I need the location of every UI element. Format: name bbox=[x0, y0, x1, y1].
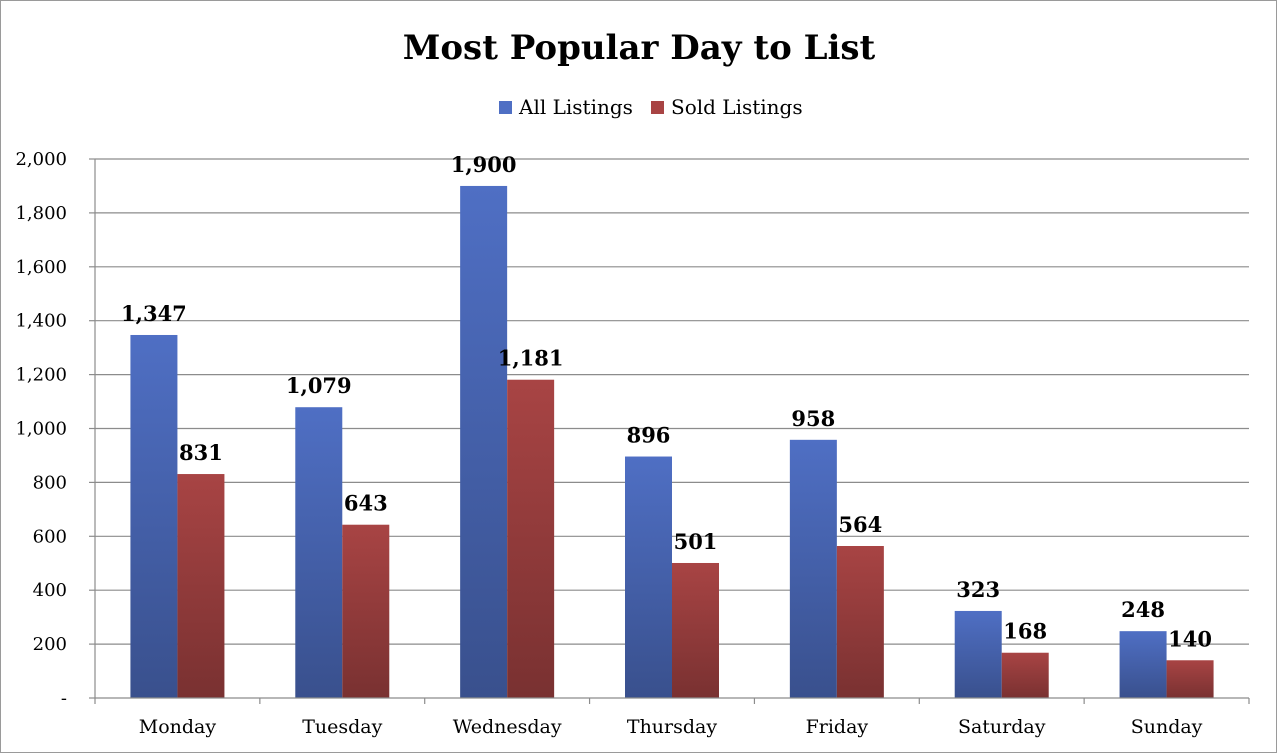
x-tick-label: Wednesday bbox=[453, 716, 562, 738]
all-listings-bar-friday bbox=[789, 439, 837, 698]
all-listings-bar-sunday bbox=[1119, 631, 1167, 698]
x-tick-label: Sunday bbox=[1131, 716, 1203, 738]
y-tick-label: 2,000 bbox=[15, 149, 67, 170]
all-listings-bar-saturday bbox=[954, 610, 1002, 698]
y-tick-label: 800 bbox=[33, 472, 67, 493]
chart-title: Most Popular Day to List bbox=[403, 28, 876, 68]
y-tick-label: 200 bbox=[33, 634, 67, 655]
y-axis: - 200 400 600 800 1,000 1,200 1,400 1,600 1,800 2,… bbox=[15, 149, 96, 709]
sold-listings-bar-monday bbox=[177, 474, 225, 698]
x-tick-label: Monday bbox=[139, 716, 217, 738]
x-tick-label: Saturday bbox=[958, 716, 1046, 738]
data-label: 896 bbox=[627, 423, 671, 448]
data-label: 168 bbox=[1003, 619, 1047, 644]
x-tick-label: Friday bbox=[806, 716, 869, 738]
legend-swatch bbox=[499, 101, 512, 114]
data-label: 831 bbox=[179, 440, 223, 465]
y-tick-label: 1,600 bbox=[15, 257, 67, 278]
x-tick-label: Thursday bbox=[627, 716, 717, 738]
sold-listings-bar-saturday bbox=[1001, 652, 1049, 698]
legend-label: All Listings bbox=[518, 95, 633, 119]
all-listings-bar-tuesday bbox=[295, 407, 343, 698]
sold-listings-bar-sunday bbox=[1166, 660, 1214, 698]
data-label: 248 bbox=[1121, 597, 1165, 622]
sold-listings-bar-wednesday bbox=[507, 379, 555, 698]
sold-listings-bar-tuesday bbox=[342, 524, 390, 698]
data-label: 1,181 bbox=[498, 346, 564, 371]
data-label: 564 bbox=[838, 512, 882, 537]
chart-legend: All Listings Sold Listings bbox=[499, 95, 803, 119]
gridlines bbox=[95, 158, 1249, 645]
all-listings-bar-wednesday bbox=[460, 185, 508, 698]
legend-swatch bbox=[651, 101, 664, 114]
y-tick-label: 400 bbox=[33, 580, 67, 601]
x-axis: Monday Tuesday Wednesday Thursday Friday Satu… bbox=[94, 697, 1250, 738]
data-label: 501 bbox=[674, 529, 718, 554]
y-tick-label: 1,000 bbox=[15, 419, 67, 440]
data-label: 1,079 bbox=[286, 373, 352, 398]
x-tick-label: Tuesday bbox=[302, 716, 382, 738]
legend-label: Sold Listings bbox=[671, 95, 803, 119]
y-tick-label: 1,800 bbox=[15, 203, 67, 224]
bars bbox=[130, 185, 1214, 698]
sold-listings-bar-friday bbox=[836, 546, 884, 698]
data-label: 643 bbox=[344, 491, 388, 516]
data-label: 140 bbox=[1168, 626, 1212, 651]
data-label: 323 bbox=[956, 577, 1000, 602]
data-labels: 1,347 831 1,079 643 1,900 1,181 896 501 958 564 32… bbox=[121, 152, 1212, 651]
y-tick-label: 600 bbox=[33, 526, 67, 547]
data-label: 1,900 bbox=[451, 152, 517, 177]
sold-listings-bar-thursday bbox=[672, 562, 719, 698]
data-label: 958 bbox=[791, 406, 835, 431]
y-tick-label: 1,200 bbox=[15, 365, 67, 386]
all-listings-bar-monday bbox=[130, 334, 178, 698]
y-tick-label: - bbox=[61, 688, 67, 709]
y-tick-label: 1,400 bbox=[15, 311, 67, 332]
data-label: 1,347 bbox=[121, 301, 187, 326]
all-listings-bar-thursday bbox=[625, 456, 672, 698]
